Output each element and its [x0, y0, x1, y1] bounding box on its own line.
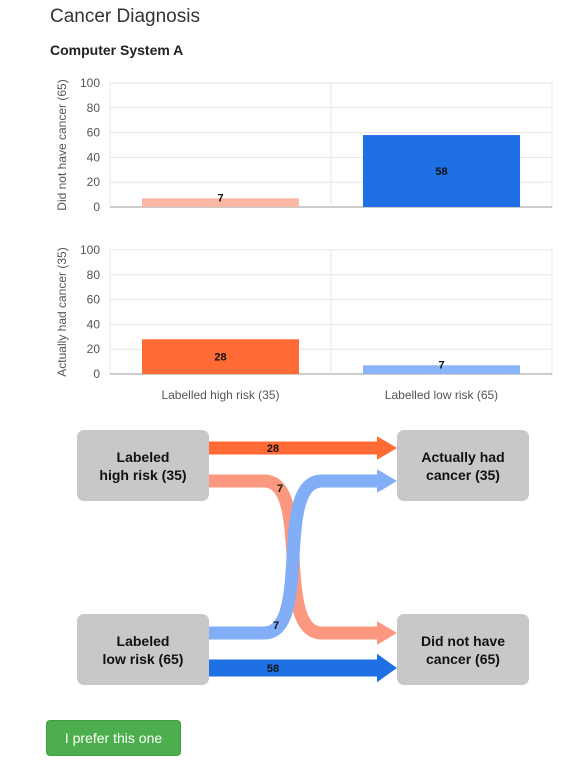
- bar-value-label: 7: [438, 359, 444, 371]
- y-axis-label: Actually had cancer (35): [55, 247, 69, 376]
- bar-value-label: 58: [435, 166, 447, 178]
- bar-value-label: 7: [217, 192, 223, 204]
- chart-subtitle: Computer System A: [50, 42, 184, 58]
- page-title: Cancer Diagnosis: [50, 6, 200, 27]
- target-had-line2: cancer (35): [426, 466, 500, 483]
- y-tick-label: 60: [87, 126, 101, 140]
- bar: [142, 339, 299, 374]
- y-tick-label: 40: [87, 317, 101, 331]
- source-high-line2: high risk (35): [99, 466, 187, 483]
- bar: [363, 365, 520, 374]
- y-tick-label: 80: [87, 268, 101, 282]
- target-no-line1: Did not have: [420, 632, 505, 649]
- y-axis-label: Did not have cancer (65): [55, 79, 69, 210]
- source-box-low-risk: Labeled low risk (65): [77, 614, 209, 685]
- target-had-line1: Actually had: [421, 448, 505, 465]
- prefer-button[interactable]: I prefer this one: [46, 720, 181, 756]
- y-tick-label: 20: [87, 175, 101, 189]
- source-low-line1: Labeled: [116, 632, 170, 649]
- target-box-had-cancer: Actually had cancer (35): [397, 430, 529, 501]
- bar-value-label: 28: [214, 352, 226, 364]
- y-tick-label: 40: [87, 150, 101, 164]
- y-tick-label: 100: [80, 76, 100, 90]
- y-tick-label: 80: [87, 101, 101, 115]
- bar: [142, 198, 299, 207]
- x-tick-label: Labelled low risk (65): [385, 388, 498, 402]
- source-box-high-risk: Labeled high risk (35): [77, 430, 209, 501]
- bar-charts: 0 20 40 60 80 100 Did not have cancer (65) 7 58 0…: [55, 76, 553, 402]
- x-tick-label: Labelled high risk (35): [161, 388, 279, 402]
- target-no-line2: cancer (65): [426, 650, 500, 667]
- source-high-line1: Labeled: [116, 448, 170, 465]
- bar: [363, 135, 520, 207]
- y-tick-label: 20: [87, 342, 101, 356]
- source-low-line2: low risk (65): [102, 650, 184, 667]
- y-tick-label: 60: [87, 293, 101, 307]
- y-tick-label: 0: [93, 200, 100, 214]
- y-tick-label: 0: [93, 367, 100, 381]
- target-box-no-cancer: Did not have cancer (65): [397, 614, 529, 685]
- y-tick-label: 100: [80, 243, 100, 257]
